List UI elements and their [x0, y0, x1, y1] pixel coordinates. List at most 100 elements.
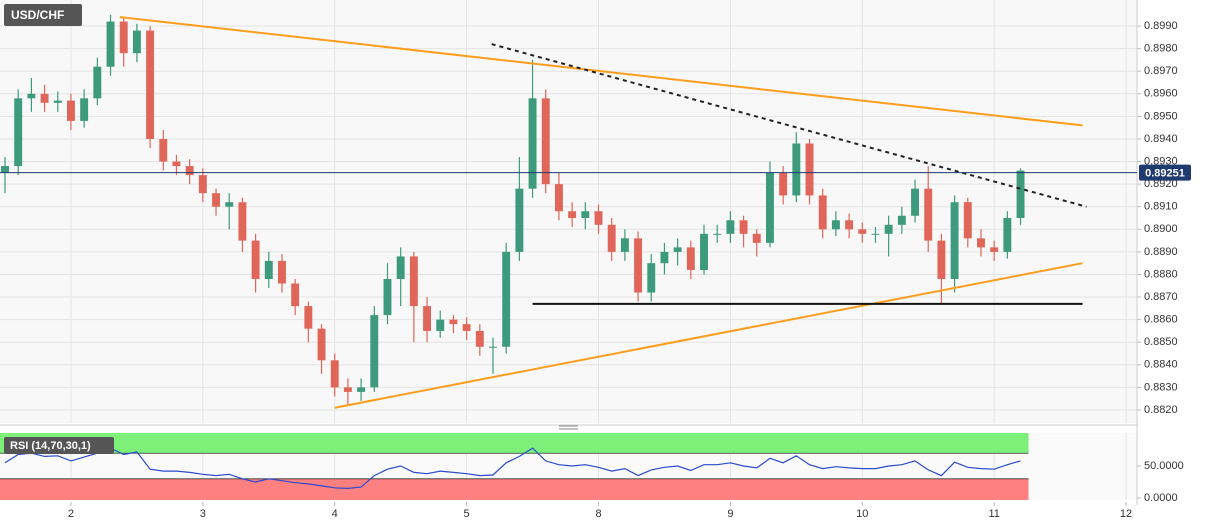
x-tick-label: 12	[1120, 508, 1132, 520]
candle-body	[554, 184, 563, 212]
candle-body	[568, 211, 577, 219]
candle-body	[66, 100, 75, 121]
y-tick-label: 0.8820	[1144, 404, 1178, 416]
x-tick-label: 9	[727, 508, 733, 520]
candle-body	[1016, 170, 1025, 219]
candle-body	[884, 224, 893, 234]
candle-body	[172, 161, 181, 167]
candle-body	[278, 260, 286, 284]
candle-body	[383, 278, 392, 316]
candle-body	[93, 66, 102, 99]
candle-body	[396, 256, 405, 279]
title-box	[4, 4, 82, 26]
candle-body	[132, 30, 141, 54]
oversold-band	[0, 478, 1029, 500]
candle-body	[845, 220, 854, 230]
y-tick-label: 0.8980	[1144, 43, 1178, 55]
trend-line	[491, 43, 1087, 208]
x-tick-label: 10	[856, 508, 868, 520]
resize-handle	[559, 425, 578, 430]
candle-body	[198, 175, 207, 194]
y-tick-label: 0.8970	[1144, 65, 1178, 77]
y-tick-label: 0.8910	[1144, 201, 1178, 213]
candle-body	[581, 211, 590, 219]
candle-body	[726, 220, 735, 234]
candle-body	[647, 263, 656, 293]
y-tick-label: 0.8840	[1144, 359, 1178, 371]
candle-body	[409, 256, 418, 307]
candle-body	[370, 315, 379, 388]
candle-body	[660, 251, 669, 264]
candle-body	[911, 188, 919, 216]
candle-body	[871, 233, 880, 235]
y-tick-label: 0.8860	[1144, 314, 1178, 326]
candle-body	[27, 93, 36, 99]
candle-body	[766, 172, 774, 243]
candle-body	[1003, 218, 1012, 252]
candle-body	[634, 238, 643, 293]
candle-body	[897, 215, 906, 225]
candle-body	[752, 233, 761, 243]
x-tick-label: 11	[988, 508, 999, 520]
x-tick-label: 5	[464, 508, 470, 520]
candle-body	[475, 330, 484, 347]
candle-body	[146, 30, 155, 139]
candle-body	[106, 21, 115, 67]
rsi-line	[4, 447, 1021, 490]
chart-title: USD/CHF	[11, 8, 64, 22]
candle-body	[594, 211, 603, 225]
candle-body	[304, 306, 313, 329]
y-tick-label: 0.8870	[1144, 291, 1178, 303]
candle-body	[40, 93, 49, 103]
candle-body	[515, 188, 524, 252]
candle-body	[317, 328, 326, 361]
rsi-title-box	[4, 437, 114, 454]
candle-body	[528, 98, 537, 189]
candle-body	[264, 260, 273, 279]
y-tick-label: 0.8920	[1144, 178, 1178, 190]
y-tick-label: 0.8940	[1144, 133, 1178, 145]
candle-body	[225, 202, 234, 207]
candle-body	[502, 251, 511, 347]
candle-body	[607, 224, 616, 252]
candle-body	[1, 166, 9, 173]
candle-body	[14, 98, 23, 167]
x-tick-label: 3	[200, 508, 206, 520]
candle-body	[924, 188, 933, 241]
y-tick-label: 0.8900	[1144, 223, 1178, 235]
candle-body	[291, 283, 300, 307]
candle-body	[449, 319, 458, 325]
y-tick-label: 0.8960	[1144, 88, 1178, 100]
candle-body	[357, 387, 366, 392]
candle-body	[80, 98, 89, 121]
candle-body	[779, 172, 788, 196]
candle-body	[53, 100, 62, 103]
candle-body	[805, 143, 814, 196]
candle-body	[700, 233, 708, 270]
candle-body	[541, 98, 550, 185]
candle-body	[963, 202, 972, 239]
trend-line	[334, 262, 1083, 409]
candle-body	[977, 238, 985, 248]
candle-body	[251, 240, 260, 279]
candle-body	[159, 138, 168, 162]
candle-body	[673, 247, 682, 252]
candle-body	[343, 387, 352, 392]
candle-body	[831, 220, 840, 230]
y-tick-label: 0.8830	[1144, 381, 1178, 393]
candle-body	[713, 233, 722, 235]
candle-body	[489, 346, 497, 348]
y-tick-label: 0.8990	[1144, 20, 1178, 32]
candle-body	[792, 143, 801, 196]
candle-body	[858, 229, 867, 234]
y-tick-label: 0.8880	[1144, 268, 1178, 280]
rsi-y-tick-label: 50.0000	[1144, 460, 1184, 472]
overbought-band	[0, 433, 1029, 454]
x-tick-label: 2	[68, 508, 74, 520]
x-tick-label: 8	[595, 508, 601, 520]
candle-body	[330, 360, 339, 388]
candle-body	[423, 306, 432, 331]
y-tick-label: 0.8850	[1144, 336, 1178, 348]
